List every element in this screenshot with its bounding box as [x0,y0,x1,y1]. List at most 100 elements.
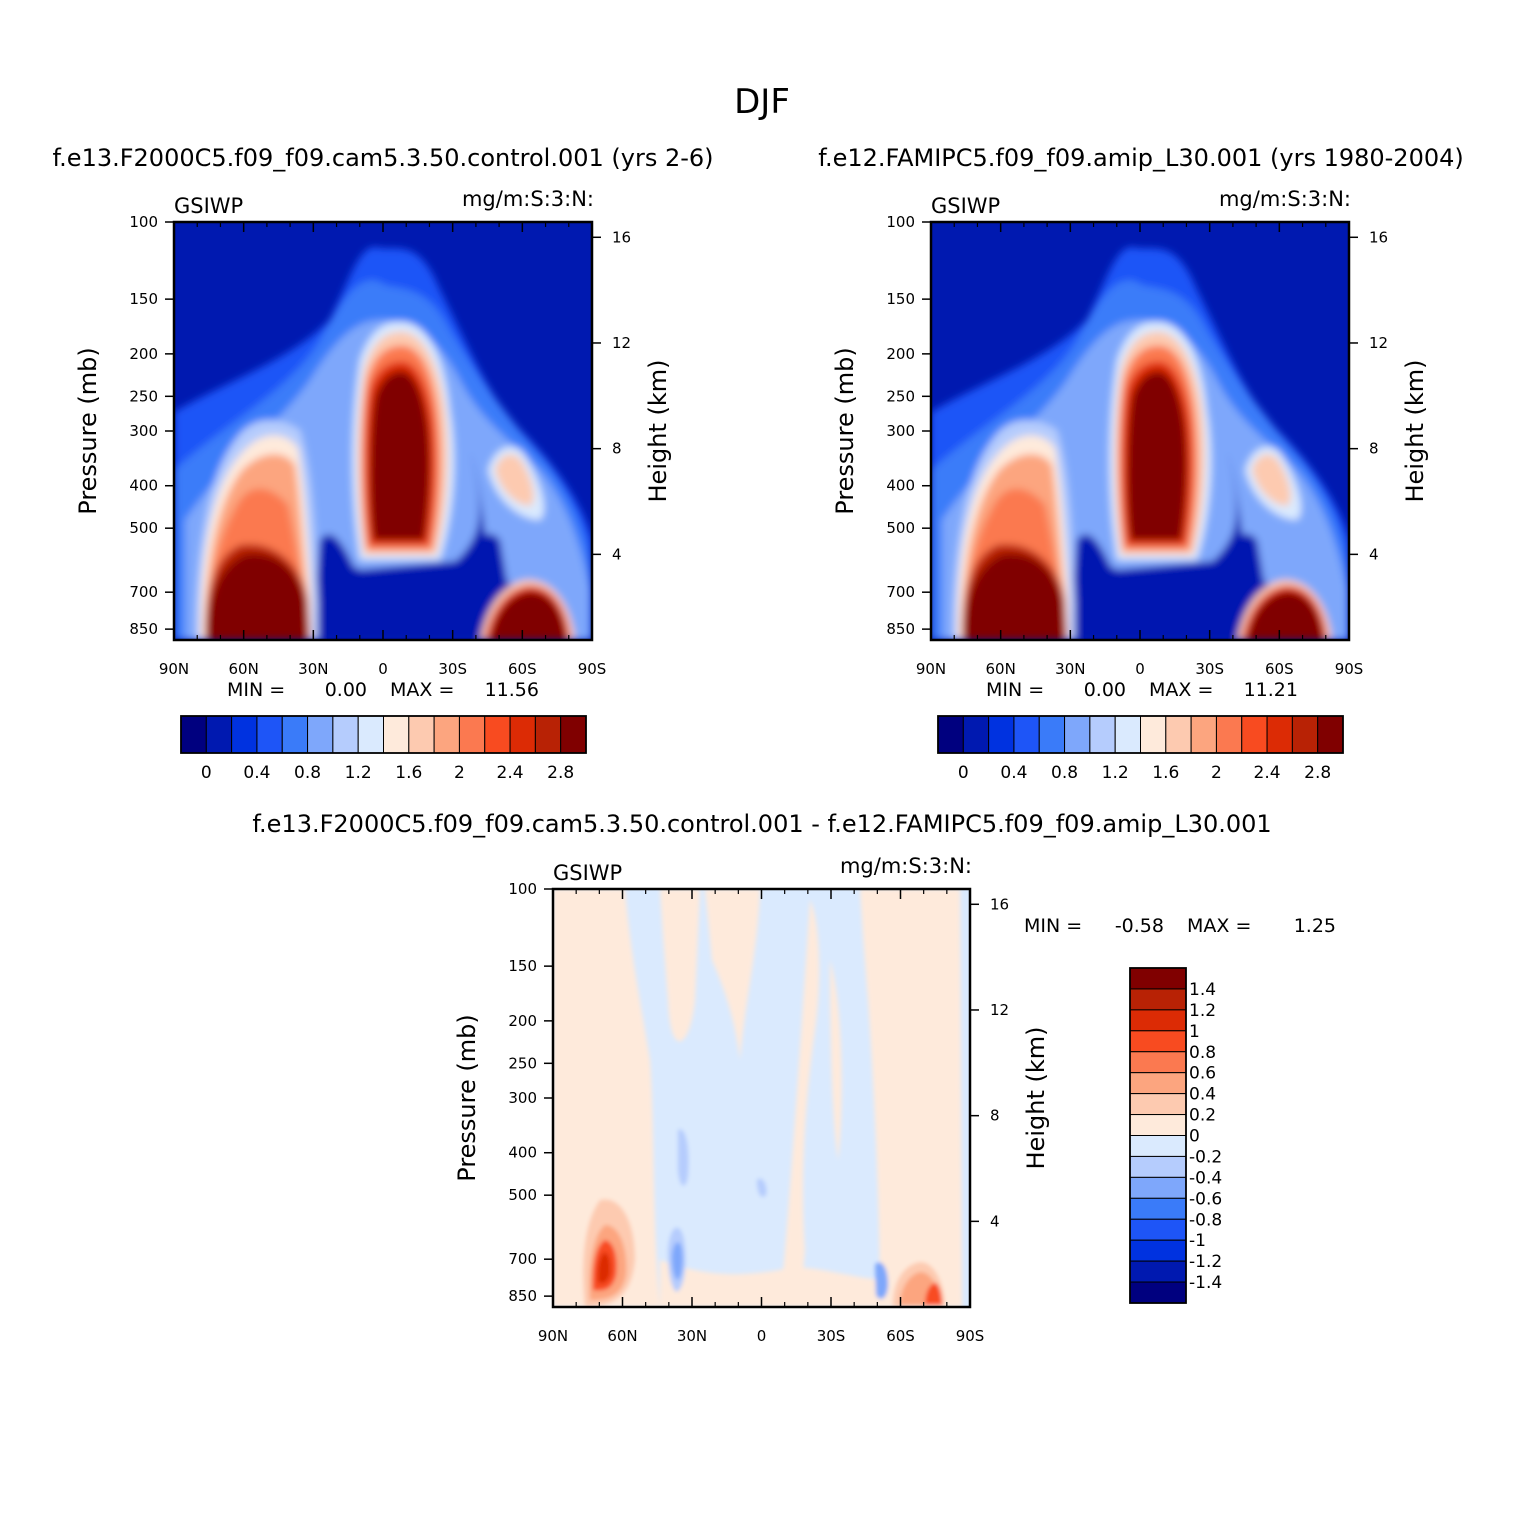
colorbar-swatch [1129,967,1187,990]
colorbar-label: 0.4 [1000,763,1027,783]
y-tick-label: 300 [129,422,158,440]
y2-tick-label: 12 [1369,334,1388,352]
y-tick-label: 400 [129,477,158,495]
y2-tick-label: 8 [1369,440,1379,458]
colorbar-swatch [1266,715,1293,754]
x-tick-label: 90S [578,660,607,678]
max-label: MAX = [1149,679,1213,701]
min-value: 0.00 [325,679,367,701]
y-tick-label: 300 [508,1089,537,1107]
x-tick-label: 60N [229,660,259,678]
colorbar-label: 2 [1211,763,1222,783]
y2-axis-title: Height (km) [1022,1027,1050,1170]
colorbar-label: 2.4 [1254,763,1281,783]
y-tick-label: 250 [129,387,158,405]
x-tick-label: 90S [956,1327,985,1345]
colorbar-swatch [937,715,964,754]
colorbar-swatch [1215,715,1243,754]
x-tick-label: 60N [986,660,1016,678]
colorbar-swatch [1129,1218,1187,1241]
x-tick-label: 90S [1335,660,1364,678]
colorbar-label: 0.2 [1189,1106,1216,1126]
colorbar-swatch [458,715,486,754]
colorbar-swatch [1129,1239,1187,1262]
contour-field-diff [553,889,970,1307]
x-tick-label: 0 [1135,660,1145,678]
y2-tick-label: 4 [990,1212,1000,1230]
y-tick-label: 100 [886,213,915,231]
y2-tick-label: 12 [612,334,631,352]
colorbar-label: 2.4 [497,763,524,783]
max-label: MAX = [1187,915,1251,937]
colorbar-swatch [1129,988,1187,1011]
colorbar-swatch [1129,1197,1187,1220]
colorbar-label: 2.8 [547,763,574,783]
colorbar-swatch [1190,715,1217,754]
colorbar-swatch [307,715,334,754]
y-tick-label: 850 [886,620,915,638]
colorbar-label: 0.6 [1189,1064,1216,1084]
min-value: 0.00 [1084,679,1126,701]
colorbar-label: 1.6 [395,763,422,783]
y-axis-title: Pressure (mb) [831,347,859,514]
contour-field-amip [931,222,1349,640]
x-tick-label: 30N [1055,660,1085,678]
min-label: MIN = [227,679,285,701]
units-label: mg/m:S:3:N: [1219,187,1351,211]
colorbar-swatch [509,715,536,754]
variable-label: GSIWP [174,194,243,218]
colorbar-swatch [205,715,233,754]
x-tick-label: 0 [378,660,388,678]
panel-title-control: f.e13.F2000C5.f09_f09.cam5.3.50.control.… [52,144,713,172]
colorbar-swatch [1165,715,1192,754]
y2-tick-label: 4 [612,545,622,563]
colorbar-swatch [256,715,283,754]
colorbar-swatch [1064,715,1091,754]
colorbar-label: 1.2 [1189,1001,1216,1021]
max-value: 1.25 [1294,915,1336,937]
y-tick-label: 850 [129,620,158,638]
x-tick-label: 90N [538,1327,568,1345]
colorbar-swatch [1013,715,1040,754]
y2-axis-title: Height (km) [644,360,672,503]
y-tick-label: 700 [508,1250,537,1268]
colorbar-swatch [231,715,258,754]
colorbar-swatch [357,715,384,754]
colorbar-label: 1 [1189,1022,1200,1042]
x-tick-label: 90N [159,660,189,678]
colorbar-swatch [433,715,460,754]
colorbar-swatch [1129,1030,1187,1053]
x-tick-label: 30N [298,660,328,678]
max-label: MAX = [390,679,454,701]
x-tick-label: 60S [508,660,537,678]
colorbar-swatch [1129,1176,1187,1199]
y-tick-label: 100 [508,880,537,898]
min-label: MIN = [986,679,1044,701]
y2-axis-title: Height (km) [1401,360,1429,503]
colorbar-swatch [1129,1281,1187,1304]
colorbar-label: -1 [1189,1231,1206,1251]
colorbar-swatch [281,715,309,754]
max-value: 11.21 [1244,679,1298,701]
y-tick-label: 150 [508,957,537,975]
min-label: MIN = [1024,915,1082,937]
colorbar-swatch [1089,715,1116,754]
colorbar-label: 0.4 [243,763,270,783]
y-tick-label: 200 [886,345,915,363]
y2-tick-label: 8 [990,1107,1000,1125]
colorbar-label: 1.6 [1152,763,1179,783]
x-tick-label: 0 [757,1327,767,1345]
colorbar-swatch [1129,1072,1187,1095]
colorbar-frame [1129,967,1187,1304]
colorbar-label: 1.4 [1189,980,1216,1000]
colorbar-label: 0 [201,763,212,783]
y-tick-label: 150 [886,290,915,308]
x-tick-label: 90N [916,660,946,678]
x-tick-label: 30N [677,1327,707,1345]
colorbar-label: -0.2 [1189,1147,1222,1167]
colorbar-swatch [1129,1051,1187,1074]
colorbar-swatch [1129,1093,1187,1116]
x-tick-label: 30S [1195,660,1224,678]
units-label: mg/m:S:3:N: [462,187,594,211]
